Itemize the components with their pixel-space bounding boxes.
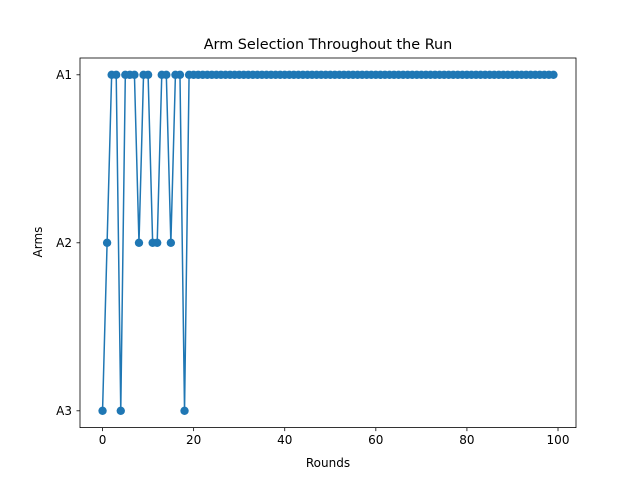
data-point bbox=[175, 70, 185, 80]
x-tick-label: 0 bbox=[99, 433, 107, 447]
y-tick-label: A3 bbox=[56, 404, 72, 418]
data-point bbox=[153, 238, 162, 247]
data-point bbox=[143, 70, 153, 80]
data-point bbox=[162, 70, 171, 80]
plot-area bbox=[98, 70, 558, 415]
data-point bbox=[166, 238, 176, 247]
data-point bbox=[134, 238, 144, 247]
x-tick-label: 40 bbox=[277, 433, 292, 447]
data-point bbox=[130, 70, 139, 80]
y-tick-label: A1 bbox=[56, 68, 72, 82]
data-point bbox=[112, 70, 121, 80]
y-axis-label: Arms bbox=[31, 227, 45, 258]
axes-frame bbox=[79, 57, 577, 429]
data-point bbox=[180, 406, 189, 415]
axis-ticks: 0 20 40 60 80 100 A3 A2 A1 bbox=[56, 68, 569, 447]
x-tick-label: 60 bbox=[368, 433, 383, 447]
x-tick-label: 80 bbox=[459, 433, 474, 447]
x-tick-label: 20 bbox=[186, 433, 201, 447]
data-point bbox=[549, 70, 558, 80]
x-axis-label: Rounds bbox=[306, 456, 350, 470]
data-point bbox=[98, 406, 107, 415]
data-point bbox=[102, 238, 112, 247]
chart-title: Arm Selection Throughout the Run bbox=[204, 37, 453, 53]
y-tick-label: A2 bbox=[56, 236, 72, 250]
x-tick-label: 100 bbox=[547, 433, 570, 447]
data-point bbox=[116, 406, 125, 415]
